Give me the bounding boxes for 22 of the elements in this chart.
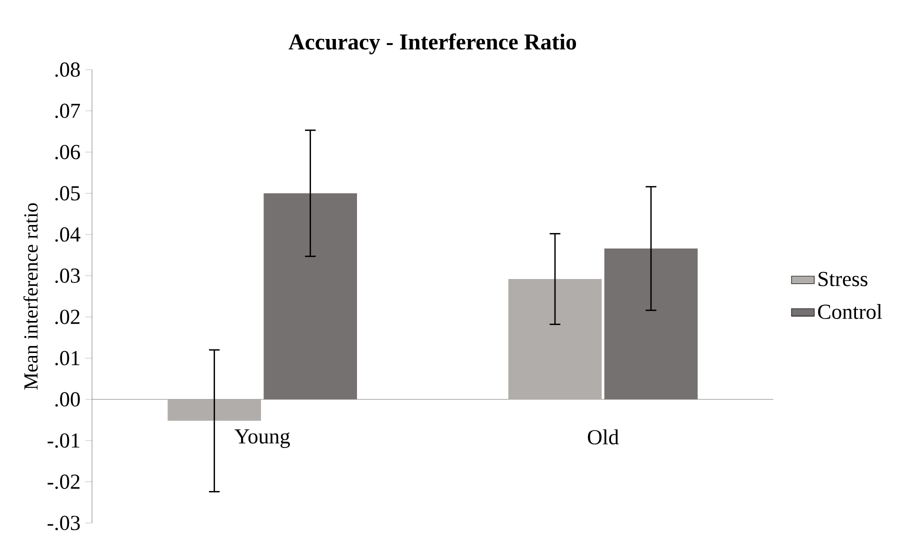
y-tick-label: .06: [55, 144, 80, 160]
x-tick-label: Old: [588, 429, 619, 444]
y-tick-label: .08: [55, 62, 80, 77]
y-tick-label: -.01: [48, 433, 80, 448]
y-tick-label: .03: [55, 268, 80, 283]
y-tick-label: .04: [55, 227, 80, 242]
y-tick-label: .02: [55, 310, 80, 324]
bar: [508, 279, 602, 400]
bar: [168, 399, 261, 421]
y-tick-label: .05: [55, 186, 80, 201]
y-tick-label: .07: [55, 104, 80, 118]
x-tick-label: Young: [234, 429, 290, 448]
bar: [604, 248, 698, 400]
chart-title: Accuracy - Interference Ratio: [288, 33, 576, 54]
legend-label: Control: [818, 304, 882, 319]
y-tick-label: .01: [55, 350, 80, 366]
y-tick-label: -.02: [48, 474, 80, 490]
legend-label: Stress: [818, 272, 868, 286]
y-tick-label: .00: [55, 392, 80, 407]
bar: [264, 193, 357, 400]
y-axis-title: Mean interference ratio: [23, 203, 38, 390]
y-tick-label: -.03: [48, 516, 80, 530]
